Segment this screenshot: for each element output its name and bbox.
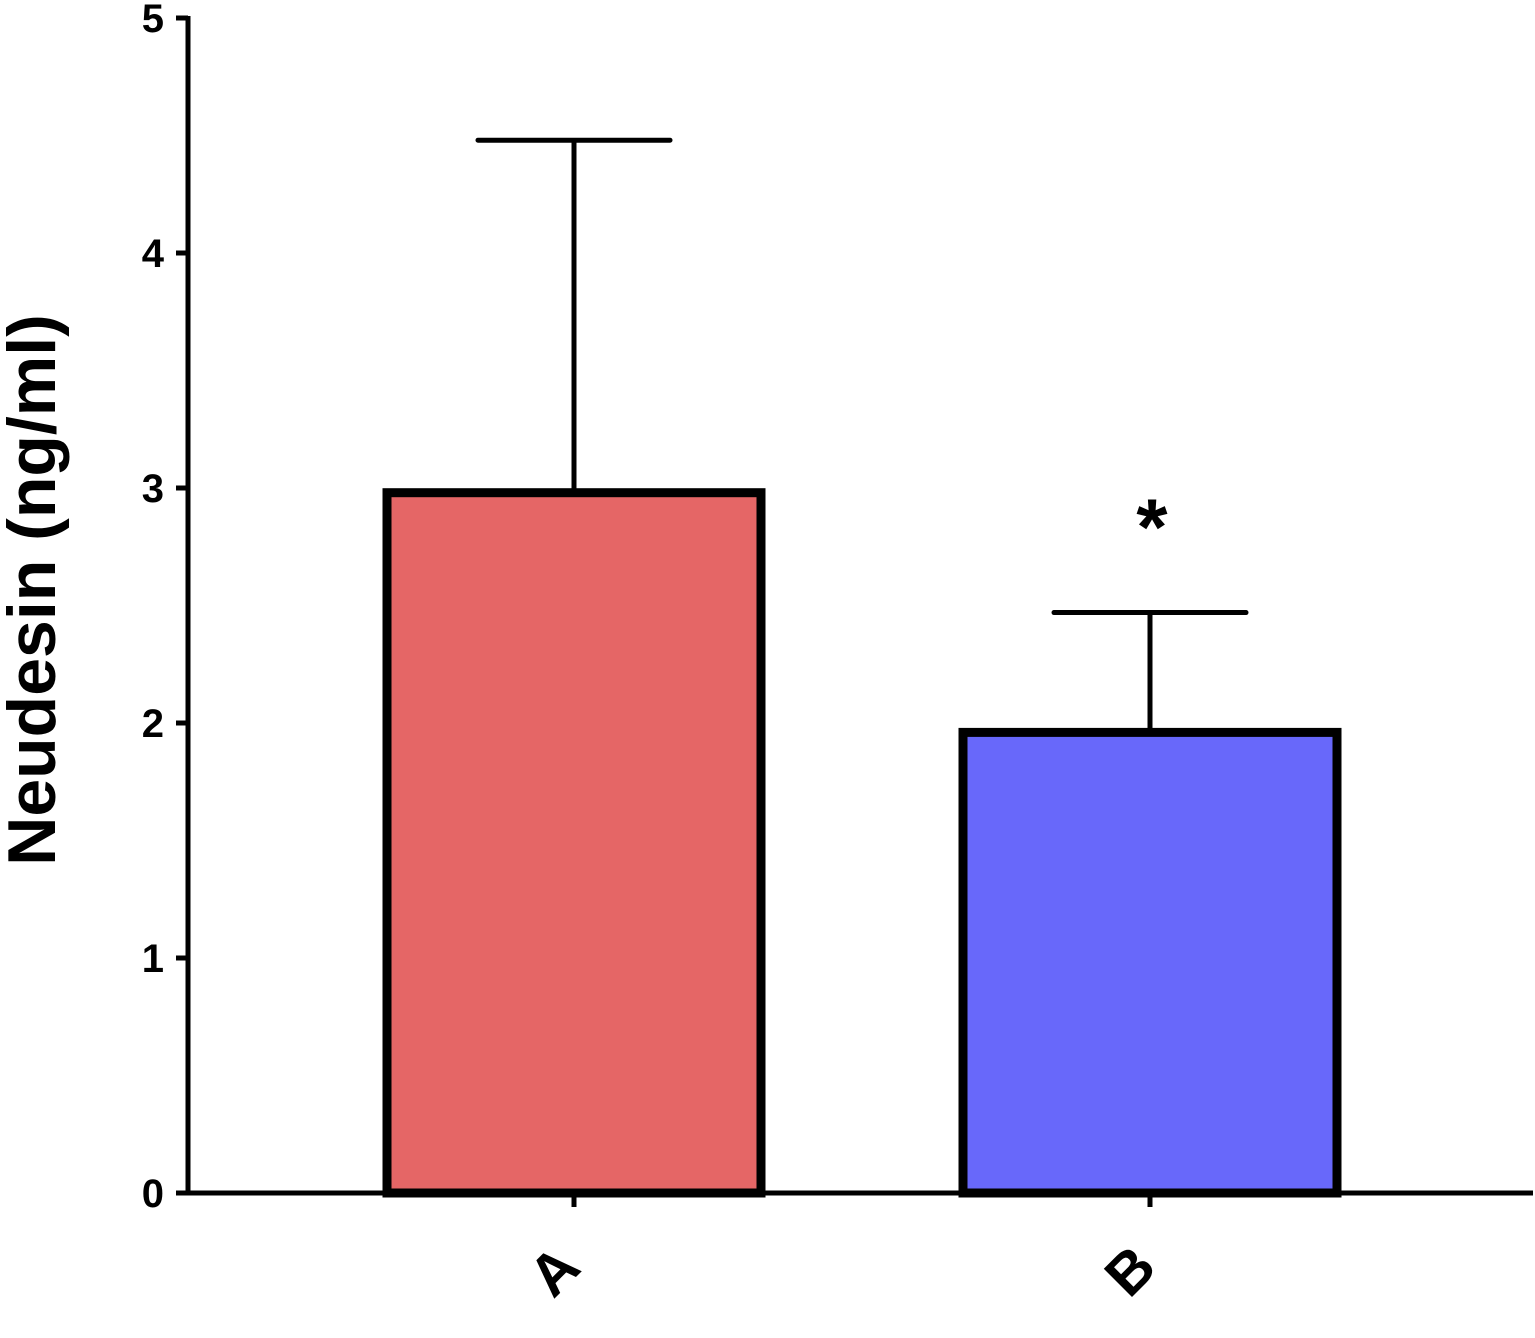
y-tick-label: 3 (142, 467, 164, 511)
x-category-label-A: A (516, 1233, 592, 1309)
y-tick-label: 1 (142, 937, 164, 981)
y-tick-label: 0 (142, 1172, 164, 1216)
bar-B (958, 727, 1342, 1198)
bars-layer (382, 137, 1342, 1198)
significance-marker-B: * (1136, 482, 1168, 571)
axes-layer (176, 15, 1533, 1207)
y-tick-label: 5 (142, 0, 164, 41)
y-tick-label: 2 (142, 702, 164, 746)
y-tick-label: 4 (142, 232, 165, 276)
x-category-label-B: B (1092, 1233, 1168, 1309)
y-axis-title: Neudesin (ng/ml) (0, 314, 70, 866)
bar-A (382, 488, 766, 1198)
